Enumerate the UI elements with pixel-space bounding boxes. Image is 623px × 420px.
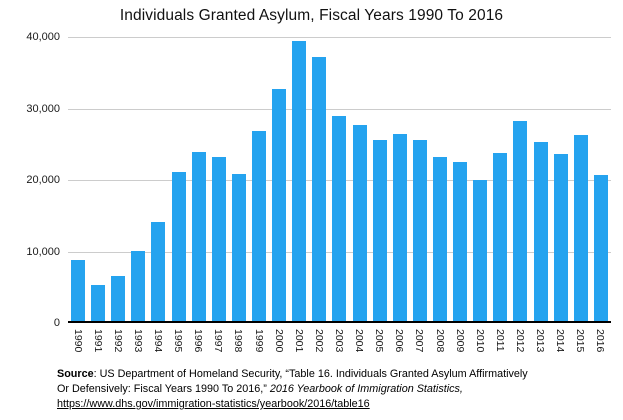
bar-column-2002: [309, 37, 329, 321]
bar-2011: [493, 152, 508, 321]
bar-column-2009: [450, 37, 470, 321]
bar-2006: [392, 133, 407, 321]
x-axis-tick-2007: 2007: [413, 329, 426, 353]
x-axis-tick-1996: 1996: [192, 329, 205, 353]
bar-column-2006: [390, 37, 410, 321]
bar-column-2013: [531, 37, 551, 321]
bar-column-1996: [189, 37, 209, 321]
x-axis-tick-2005: 2005: [373, 329, 386, 353]
bars-container: [68, 37, 611, 321]
source-link[interactable]: https://www.dhs.gov/immigration-statisti…: [57, 398, 370, 410]
gridline-30000: [68, 108, 611, 110]
bar-2014: [553, 154, 568, 321]
x-axis-tick-2011: 2011: [493, 329, 506, 352]
x-axis-tick-2008: 2008: [433, 329, 446, 353]
bar-column-2000: [269, 37, 289, 321]
bar-1991: [91, 285, 106, 321]
plot-area: [68, 37, 611, 323]
x-axis-tick-1992: 1992: [111, 329, 124, 353]
source-publication: 2016 Yearbook of Immigration Statistics,: [269, 383, 463, 395]
y-axis-tick-40000: 40,000: [26, 31, 60, 43]
x-axis-tick-2012: 2012: [514, 329, 526, 353]
bar-column-2007: [410, 37, 430, 321]
x-axis-tick-2015: 2015: [574, 329, 587, 353]
bar-column-1992: [108, 37, 128, 321]
bar-2007: [412, 140, 427, 321]
bar-2004: [352, 125, 367, 321]
source-line-2: Or Defensively: Fiscal Years 1990 To 201…: [57, 383, 463, 395]
bar-column-2014: [551, 37, 571, 321]
bar-column-2012: [510, 37, 530, 321]
bar-column-2003: [329, 37, 349, 321]
bar-2013: [533, 142, 548, 321]
x-axis-tick-2009: 2009: [453, 329, 466, 353]
bar-1998: [231, 174, 246, 321]
bar-column-2011: [490, 37, 510, 321]
x-axis-tick-1991: 1991: [91, 329, 104, 353]
x-axis-tick-1995: 1995: [172, 329, 185, 353]
x-axis-tick-2004: 2004: [353, 329, 366, 353]
bar-column-1993: [128, 37, 148, 321]
x-axis-tick-2016: 2016: [594, 329, 607, 353]
gridline-40000: [68, 37, 611, 38]
bar-column-2004: [350, 37, 370, 321]
bar-2008: [433, 156, 448, 321]
bar-1995: [171, 171, 186, 321]
bar-column-1991: [88, 37, 108, 321]
bar-1994: [151, 222, 166, 321]
x-axis-tick-2001: 2001: [292, 329, 305, 353]
bar-column-1999: [249, 37, 269, 321]
bar-column-2008: [430, 37, 450, 321]
bar-2010: [473, 180, 488, 321]
bar-2001: [292, 41, 307, 321]
bar-2002: [312, 57, 327, 321]
bar-1999: [252, 130, 267, 321]
bar-column-2005: [370, 37, 390, 321]
x-axis-tick-2002: 2002: [312, 329, 325, 353]
x-axis-tick-1997: 1997: [212, 329, 225, 353]
chart-title: Individuals Granted Asylum, Fiscal Years…: [119, 7, 504, 24]
bar-2016: [593, 175, 608, 321]
bar-2009: [453, 162, 468, 321]
bar-1996: [191, 152, 206, 321]
x-axis-tick-1994: 1994: [152, 329, 164, 353]
bar-1990: [71, 260, 86, 321]
bar-2000: [272, 88, 287, 321]
x-axis-tick-1998: 1998: [232, 329, 245, 353]
y-axis-tick-30000: 30,000: [26, 102, 60, 115]
bar-2003: [332, 115, 347, 321]
x-axis-tick-1999: 1999: [252, 329, 265, 353]
source-line-1: Source: US Department of Homeland Securi…: [57, 368, 528, 380]
bar-1992: [111, 275, 126, 321]
bar-column-2010: [470, 37, 490, 321]
bar-column-1995: [169, 37, 189, 321]
x-axis-tick-2014: 2014: [554, 329, 567, 353]
source-line-3: https://www.dhs.gov/immigration-statisti…: [57, 397, 597, 412]
x-axis-tick-1993: 1993: [131, 329, 144, 353]
bar-column-1998: [229, 37, 249, 321]
x-axis-tick-1990: 1990: [71, 329, 84, 353]
bar-column-1994: [148, 37, 168, 321]
bar-column-1990: [68, 37, 88, 321]
y-axis-tick-0: 0: [53, 317, 60, 329]
bar-2005: [372, 140, 387, 321]
x-axis-tick-2003: 2003: [333, 329, 345, 353]
x-axis-tick-2000: 2000: [272, 329, 285, 353]
bar-2015: [573, 135, 588, 321]
bar-1993: [131, 250, 146, 321]
source-note: Source: US Department of Homeland Securi…: [57, 367, 597, 412]
y-axis-tick-10000: 10,000: [26, 245, 60, 258]
x-axis-tick-2013: 2013: [534, 329, 547, 353]
bar-column-1997: [209, 37, 229, 321]
y-axis-tick-20000: 20,000: [26, 174, 60, 186]
x-axis-tick-2010: 2010: [473, 329, 486, 353]
bar-column-2001: [289, 37, 309, 321]
bar-2012: [513, 120, 528, 321]
bar-column-2016: [591, 37, 611, 321]
source-label: Source: [57, 368, 94, 380]
x-axis-tick-2006: 2006: [393, 329, 406, 353]
bar-1997: [211, 157, 226, 321]
bar-column-2015: [571, 37, 591, 321]
